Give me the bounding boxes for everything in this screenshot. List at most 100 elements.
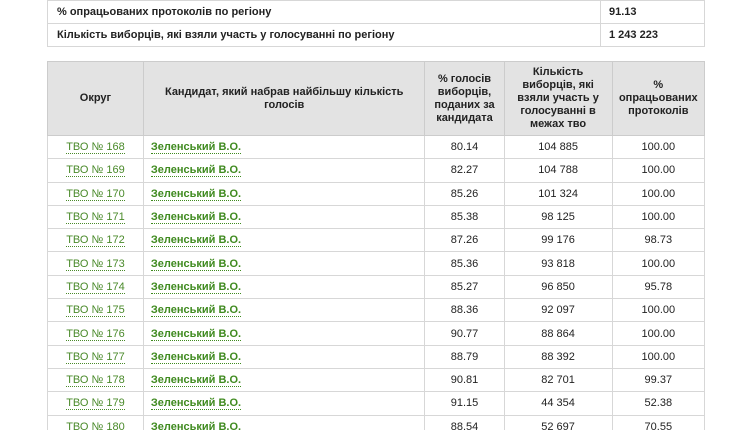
pct-votes-cell: 88.79: [424, 344, 505, 369]
table-row: ТВО № 175 Зеленський В.О. 88.36 92 097 100.0…: [47, 298, 706, 323]
processed-cell: 100.00: [611, 321, 706, 346]
candidate-link[interactable]: Зеленський В.О.: [150, 350, 242, 364]
okrug-cell: ТВО № 176: [47, 321, 144, 346]
voters-cell: 52 697: [503, 414, 613, 430]
processed-cell: 100.00: [611, 344, 706, 369]
candidate-cell: Зеленський В.О.: [142, 251, 426, 276]
okrug-link[interactable]: ТВО № 175: [66, 304, 125, 318]
voters-cell: 98 125: [503, 204, 613, 230]
pct-votes-cell: 88.36: [424, 298, 505, 323]
okrug-cell: ТВО № 171: [47, 204, 144, 230]
table-row: ТВО № 177 Зеленський В.О. 88.79 88 392 100.0…: [47, 344, 706, 369]
okrug-link[interactable]: ТВО № 180: [66, 420, 125, 430]
pct-votes-cell: 82.27: [424, 158, 505, 183]
okrug-link[interactable]: ТВО № 171: [66, 211, 125, 225]
table-row: ТВО № 173 Зеленський В.О. 85.36 93 818 100.0…: [47, 251, 706, 276]
okrug-link[interactable]: ТВО № 178: [66, 374, 125, 388]
table-row: ТВО № 176 Зеленський В.О. 90.77 88 864 100.0…: [47, 321, 706, 346]
candidate-cell: Зеленський В.О.: [142, 181, 426, 206]
voters-cell: 93 818: [503, 251, 613, 276]
pct-votes-cell: 85.36: [424, 251, 505, 276]
okrug-link[interactable]: ТВО № 172: [66, 234, 125, 248]
candidate-cell: Зеленський В.О.: [142, 274, 426, 300]
summary-value: 91.13: [600, 0, 705, 24]
table-row: ТВО № 172 Зеленський В.О. 87.26 99 176 98.73: [47, 228, 706, 253]
voters-cell: 99 176: [503, 228, 613, 253]
okrug-link[interactable]: ТВО № 177: [66, 350, 125, 364]
okrug-cell: ТВО № 177: [47, 344, 144, 369]
okrug-link[interactable]: ТВО № 170: [66, 187, 125, 201]
processed-cell: 100.00: [611, 158, 706, 183]
summary-value: 1 243 223: [600, 23, 705, 47]
summary-label: % опрацьованих протоколів по регіону: [47, 0, 601, 24]
pct-votes-cell: 90.81: [424, 367, 505, 393]
candidate-link[interactable]: Зеленський В.О.: [150, 327, 242, 341]
candidate-cell: Зеленський В.О.: [142, 204, 426, 230]
pct-votes-cell: 85.38: [424, 204, 505, 230]
okrug-cell: ТВО № 178: [47, 367, 144, 393]
summary-row-processed: % опрацьованих протоколів по регіону 91.…: [47, 0, 705, 24]
okrug-link[interactable]: ТВО № 168: [66, 141, 125, 155]
pct-votes-cell: 90.77: [424, 321, 505, 346]
candidate-link[interactable]: Зеленський В.О.: [150, 234, 242, 248]
candidate-cell: Зеленський В.О.: [142, 321, 426, 346]
processed-cell: 100.00: [611, 204, 706, 230]
pct-votes-cell: 85.27: [424, 274, 505, 300]
header-candidate: Кандидат, який набрав найбільшу кількіст…: [142, 61, 426, 136]
header-processed: % опрацьованих протоколів: [611, 61, 706, 136]
candidate-cell: Зеленський В.О.: [142, 367, 426, 393]
candidate-link[interactable]: Зеленський В.О.: [150, 211, 242, 225]
processed-cell: 99.37: [611, 367, 706, 393]
processed-cell: 95.78: [611, 274, 706, 300]
processed-cell: 100.00: [611, 181, 706, 206]
candidate-link[interactable]: Зеленський В.О.: [150, 304, 242, 318]
okrug-cell: ТВО № 172: [47, 228, 144, 253]
candidate-cell: Зеленський В.О.: [142, 414, 426, 430]
candidate-link[interactable]: Зеленський В.О.: [150, 397, 242, 411]
okrug-cell: ТВО № 168: [47, 134, 144, 160]
okrug-link[interactable]: ТВО № 174: [66, 280, 125, 294]
candidate-link[interactable]: Зеленський В.О.: [150, 141, 242, 155]
candidate-link[interactable]: Зеленський В.О.: [150, 164, 242, 178]
table-row: ТВО № 180 Зеленський В.О. 88.54 52 697 70.55: [47, 414, 706, 430]
table-row: ТВО № 178 Зеленський В.О. 90.81 82 701 99.37: [47, 367, 706, 393]
district-results-table: Округ Кандидат, який набрав найбільшу кі…: [47, 61, 706, 430]
table-row: ТВО № 174 Зеленський В.О. 85.27 96 850 95.78: [47, 274, 706, 300]
candidate-cell: Зеленський В.О.: [142, 298, 426, 323]
candidate-link[interactable]: Зеленський В.О.: [150, 374, 242, 388]
okrug-link[interactable]: ТВО № 169: [66, 164, 125, 178]
okrug-cell: ТВО № 170: [47, 181, 144, 206]
voters-cell: 104 885: [503, 134, 613, 160]
header-voters: Кількість виборців, які взяли участь у г…: [503, 61, 613, 136]
pct-votes-cell: 80.14: [424, 134, 505, 160]
candidate-link[interactable]: Зеленський В.О.: [150, 257, 242, 271]
okrug-link[interactable]: ТВО № 179: [66, 397, 125, 411]
results-body: ТВО № 168 Зеленський В.О. 80.14 104 885 100.…: [47, 134, 706, 430]
summary-label: Кількість виборців, які взяли участь у г…: [47, 23, 601, 47]
voters-cell: 44 354: [503, 391, 613, 416]
pct-votes-cell: 88.54: [424, 414, 505, 430]
processed-cell: 98.73: [611, 228, 706, 253]
okrug-cell: ТВО № 173: [47, 251, 144, 276]
candidate-link[interactable]: Зеленський В.О.: [150, 280, 242, 294]
pct-votes-cell: 87.26: [424, 228, 505, 253]
header-okrug: Округ: [47, 61, 144, 136]
processed-cell: 100.00: [611, 298, 706, 323]
candidate-cell: Зеленський В.О.: [142, 158, 426, 183]
okrug-link[interactable]: ТВО № 173: [66, 257, 125, 271]
processed-cell: 52.38: [611, 391, 706, 416]
candidate-link[interactable]: Зеленський В.О.: [150, 187, 242, 201]
candidate-cell: Зеленський В.О.: [142, 391, 426, 416]
okrug-cell: ТВО № 175: [47, 298, 144, 323]
voters-cell: 88 864: [503, 321, 613, 346]
okrug-link[interactable]: ТВО № 176: [66, 327, 125, 341]
table-row: ТВО № 169 Зеленський В.О. 82.27 104 788 100.…: [47, 158, 706, 183]
table-row: ТВО № 179 Зеленський В.О. 91.15 44 354 52.38: [47, 391, 706, 416]
voters-cell: 104 788: [503, 158, 613, 183]
table-row: ТВО № 168 Зеленський В.О. 80.14 104 885 100.…: [47, 134, 706, 160]
candidate-link[interactable]: Зеленський В.О.: [150, 420, 242, 430]
table-row: ТВО № 171 Зеленський В.О. 85.38 98 125 100.0…: [47, 204, 706, 230]
voters-cell: 92 097: [503, 298, 613, 323]
summary-row-turnout: Кількість виборців, які взяли участь у г…: [47, 23, 705, 47]
voters-cell: 82 701: [503, 367, 613, 393]
